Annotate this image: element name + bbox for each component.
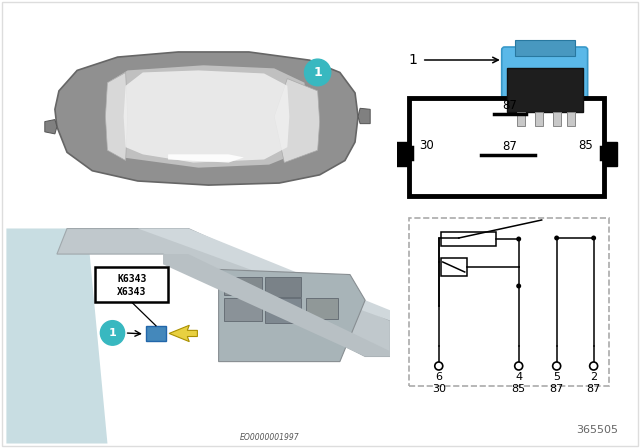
Bar xyxy=(441,232,496,246)
Text: 30: 30 xyxy=(419,138,434,151)
Bar xyxy=(265,276,301,297)
Polygon shape xyxy=(45,120,57,134)
Text: 87: 87 xyxy=(586,384,601,394)
Text: 6: 6 xyxy=(435,372,442,382)
Bar xyxy=(223,276,262,295)
Polygon shape xyxy=(124,70,289,163)
Bar xyxy=(146,326,166,341)
Text: X6343: X6343 xyxy=(117,288,147,297)
Bar xyxy=(553,112,561,126)
Text: 85: 85 xyxy=(511,384,525,394)
Polygon shape xyxy=(57,228,390,357)
FancyBboxPatch shape xyxy=(502,47,588,99)
Polygon shape xyxy=(106,73,127,160)
Bar xyxy=(515,40,575,56)
Text: EO0000001997: EO0000001997 xyxy=(239,433,299,442)
Text: 87: 87 xyxy=(502,99,518,112)
Circle shape xyxy=(554,236,559,241)
Circle shape xyxy=(553,362,561,370)
Polygon shape xyxy=(169,325,197,342)
Circle shape xyxy=(516,237,521,241)
Text: 1: 1 xyxy=(409,53,418,67)
Circle shape xyxy=(305,59,331,86)
Text: 2: 2 xyxy=(590,372,597,382)
Polygon shape xyxy=(55,52,358,185)
Text: 30: 30 xyxy=(432,384,446,394)
Polygon shape xyxy=(163,254,390,357)
Bar xyxy=(223,298,262,321)
Bar xyxy=(409,98,604,196)
Bar xyxy=(409,218,609,386)
Polygon shape xyxy=(138,228,390,321)
Text: 5: 5 xyxy=(553,372,560,382)
Circle shape xyxy=(435,362,443,370)
Circle shape xyxy=(589,362,598,370)
Text: K6343: K6343 xyxy=(117,274,147,284)
Bar xyxy=(396,142,409,166)
Text: 365505: 365505 xyxy=(577,425,619,435)
Text: 87: 87 xyxy=(502,140,518,153)
Circle shape xyxy=(591,236,596,241)
Bar xyxy=(95,267,168,302)
Circle shape xyxy=(100,321,125,345)
Text: 4: 4 xyxy=(515,372,522,382)
Text: 1: 1 xyxy=(313,66,322,79)
Bar xyxy=(507,68,582,112)
Text: 1: 1 xyxy=(109,328,116,338)
Polygon shape xyxy=(6,228,108,444)
Polygon shape xyxy=(274,78,319,163)
Bar xyxy=(534,112,543,126)
Polygon shape xyxy=(168,155,244,163)
Bar xyxy=(566,112,575,126)
Polygon shape xyxy=(219,269,365,362)
Circle shape xyxy=(516,284,521,289)
Circle shape xyxy=(515,362,523,370)
Bar xyxy=(604,142,616,166)
Text: 87: 87 xyxy=(550,384,564,394)
Bar xyxy=(265,298,301,323)
Bar xyxy=(441,258,467,276)
Text: 85: 85 xyxy=(579,138,593,151)
Polygon shape xyxy=(106,65,308,168)
Polygon shape xyxy=(358,108,370,124)
Bar xyxy=(305,298,338,319)
Bar xyxy=(516,112,525,126)
